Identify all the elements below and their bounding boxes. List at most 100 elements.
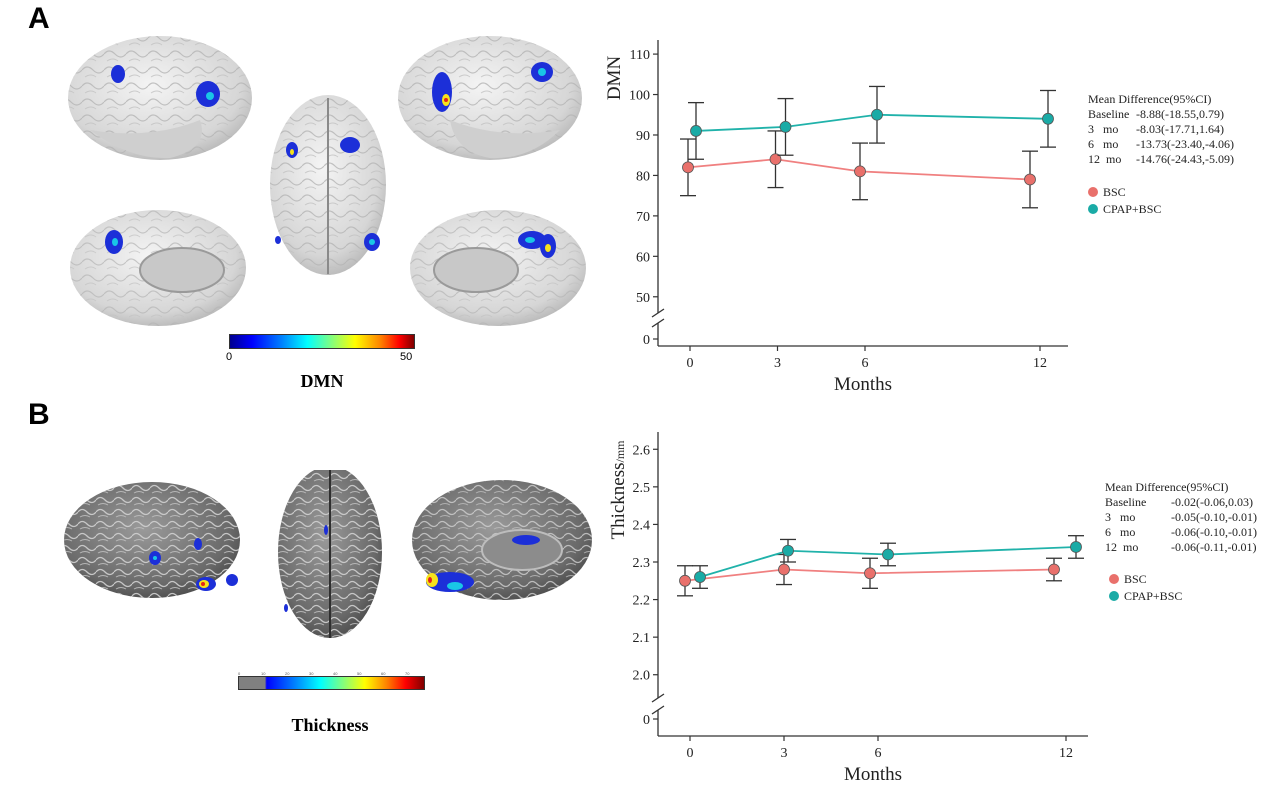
thickness-colorbar-tick-40: 40 bbox=[333, 671, 338, 676]
thickness-chart-annotation-row-label-1: 3 mo bbox=[1105, 510, 1135, 524]
thickness-chart-y-axis-title: Thickness/mm bbox=[608, 440, 629, 540]
dmn-chart-x-axis-title: Months bbox=[834, 374, 892, 395]
thickness-chart-y-tick-label-5: 2.5 bbox=[633, 481, 651, 496]
brain-thickness-lateral bbox=[64, 482, 240, 598]
brain-lateral-right-top bbox=[398, 36, 582, 160]
thickness-chart-x-tick-label-3: 12 bbox=[1059, 746, 1073, 761]
dmn-chart-x-tick-label-0: 0 bbox=[687, 356, 694, 371]
thickness-chart-series-1-point-2 bbox=[882, 548, 894, 561]
thickness-chart-y-tick-label-0: 2.0 bbox=[633, 669, 651, 684]
thickness-chart-series-1-point-1 bbox=[782, 544, 794, 557]
dmn-chart-x-tick-label-1: 3 bbox=[774, 356, 781, 371]
dmn-chart-series-1-point-1 bbox=[779, 120, 792, 133]
thickness-chart-series-0-point-0 bbox=[679, 574, 691, 587]
dmn-chart-y-tick-label-5: 100 bbox=[629, 89, 650, 104]
brain-thickness-dorsal bbox=[278, 470, 382, 638]
brain-lateral-left-top bbox=[68, 36, 252, 160]
thickness-chart-y-tick-label-6: 2.6 bbox=[633, 443, 651, 458]
thickness-chart-x-tick-label-0: 0 bbox=[687, 746, 694, 761]
brain-medial-left-bottom bbox=[70, 210, 246, 326]
dmn-chart-annotation-title: Mean Difference(95%CI) bbox=[1088, 92, 1211, 106]
dmn-chart-series-1-point-3 bbox=[1042, 112, 1054, 125]
dmn-chart-y-axis-title: DMN bbox=[604, 56, 625, 101]
thickness-colorbar-tick-10: 10 bbox=[261, 671, 266, 676]
dmn-chart-y-tick-label-3: 80 bbox=[636, 169, 650, 184]
thickness-colorbar-tick-60: 60 bbox=[381, 671, 386, 676]
dmn-colorbar-min: 0 bbox=[226, 351, 233, 363]
panel-letter-a: A bbox=[28, 2, 50, 35]
dmn-chart-series-1-point-2 bbox=[871, 108, 883, 121]
dmn-chart-legend-marker-0 bbox=[1088, 187, 1098, 197]
dmn-chart-legend-marker-1 bbox=[1088, 204, 1098, 214]
dmn-colorbar-max: 50 bbox=[400, 351, 413, 363]
dmn-chart-y-tick-label-0: 50 bbox=[636, 291, 650, 306]
dmn-chart-series-0-point-0 bbox=[682, 161, 694, 174]
thickness-chart-y-axis-title-main: Thickness bbox=[608, 462, 629, 539]
thickness-chart-legend-marker-1 bbox=[1109, 591, 1119, 601]
thickness-chart-series-1-point-3 bbox=[1070, 541, 1082, 553]
brain-medial-right-bottom bbox=[410, 210, 586, 326]
thickness-chart-y-tick-label-4: 2.4 bbox=[633, 518, 651, 533]
thickness-chart-y-tick-label-3: 2.3 bbox=[633, 556, 651, 571]
thickness-chart-annotation-row-label-0: Baseline bbox=[1105, 495, 1146, 509]
brain-thickness-medial bbox=[412, 480, 592, 600]
thickness-colorbar-tick-20: 20 bbox=[285, 671, 290, 676]
thickness-chart-y-tick-label-1: 2.1 bbox=[633, 631, 651, 646]
dmn-colorbar bbox=[229, 334, 415, 349]
dmn-chart-series-0-line bbox=[687, 158, 1031, 181]
dmn-chart-series-0-point-2 bbox=[854, 165, 866, 178]
panel-letter-b: B bbox=[28, 398, 50, 431]
thickness-chart-annotation-row-value-2: -0.06(-0.10,-0.01) bbox=[1171, 525, 1257, 539]
dmn-chart-y-tick-label-zero: 0 bbox=[643, 333, 650, 348]
dmn-chart-annotation-row-label-1: 3 mo bbox=[1088, 122, 1118, 136]
thickness-chart-x-axis-title: Months bbox=[844, 764, 902, 785]
thickness-brain-renderings bbox=[64, 470, 592, 638]
thickness-chart-series-0-point-1 bbox=[778, 563, 790, 576]
dmn-chart-y-tick-label-2: 70 bbox=[636, 210, 650, 225]
thickness-colorbar bbox=[238, 676, 425, 690]
dmn-chart-legend-label-1: CPAP+BSC bbox=[1103, 202, 1161, 216]
thickness-chart-legend-label-1: CPAP+BSC bbox=[1124, 589, 1182, 603]
thickness-chart-annotation-row-label-2: 6 mo bbox=[1105, 525, 1135, 539]
thickness-chart-x-tick-label-1: 3 bbox=[781, 746, 788, 761]
dmn-chart-x-tick-label-2: 6 bbox=[862, 356, 869, 371]
thickness-chart-annotation-row-value-1: -0.05(-0.10,-0.01) bbox=[1171, 510, 1257, 524]
dmn-chart-annotation-row-value-0: -8.88(-18.55,0.79) bbox=[1136, 107, 1224, 121]
dmn-chart-y-axis-break-mark-2 bbox=[651, 318, 665, 328]
thickness-chart-legend-marker-0 bbox=[1109, 574, 1119, 584]
dmn-chart-legend-label-0: BSC bbox=[1103, 185, 1126, 199]
thickness-chart-annotation-title: Mean Difference(95%CI) bbox=[1105, 480, 1228, 494]
dmn-chart-annotation-row-value-3: -14.76(-24.43,-5.09) bbox=[1136, 152, 1234, 166]
dmn-brain-title: DMN bbox=[300, 371, 344, 391]
thickness-chart-series-1-line bbox=[699, 546, 1077, 578]
brain-dorsal-center bbox=[270, 95, 386, 275]
thickness-chart-y-tick-label-zero: 0 bbox=[643, 713, 650, 728]
dmn-chart-series-0-point-1 bbox=[769, 153, 782, 166]
thickness-chart-annotation-row-value-0: -0.02(-0.06,0.03) bbox=[1171, 495, 1253, 509]
dmn-chart-x-tick-label-3: 12 bbox=[1033, 356, 1047, 371]
dmn-brain-renderings bbox=[68, 36, 586, 326]
thickness-chart-annotation-row-label-3: 12 mo bbox=[1105, 540, 1138, 554]
dmn-chart-series-1-point-0 bbox=[690, 125, 702, 137]
thickness-chart-y-axis-break-mark-1 bbox=[651, 693, 665, 703]
thickness-chart-y-tick-label-2: 2.2 bbox=[633, 594, 651, 609]
thickness-brain-title: Thickness bbox=[291, 715, 369, 735]
thickness-line-chart: 2.0 2.1 2.2 2.3 2.4 2.5 2.6 0 0 3 6 12 Months Thickne… bbox=[608, 432, 1257, 785]
dmn-chart-y-tick-label-6: 110 bbox=[630, 48, 650, 63]
dmn-chart-annotation-row-label-2: 6 mo bbox=[1088, 137, 1118, 151]
thickness-chart-series-0-point-2 bbox=[864, 567, 876, 580]
thickness-chart-series-0-point-3 bbox=[1048, 563, 1060, 576]
thickness-chart-series-0-line bbox=[684, 568, 1055, 582]
thickness-chart-legend-label-0: BSC bbox=[1124, 572, 1147, 586]
dmn-chart-annotation-row-value-1: -8.03(-17.71,1.64) bbox=[1136, 122, 1224, 136]
thickness-chart-series-1-point-0 bbox=[694, 571, 706, 583]
dmn-chart-y-axis-break-mark-1 bbox=[651, 308, 665, 318]
dmn-chart-series-1-line bbox=[695, 113, 1049, 132]
dmn-chart-y-tick-label-4: 90 bbox=[636, 129, 650, 144]
thickness-colorbar-tick-30: 30 bbox=[309, 671, 314, 676]
thickness-colorbar-tick-70: 70 bbox=[405, 671, 410, 676]
thickness-chart-y-axis-break-mark-2 bbox=[651, 705, 665, 715]
thickness-chart-x-tick-label-2: 6 bbox=[875, 746, 882, 761]
thickness-colorbar-tick-50: 50 bbox=[357, 671, 362, 676]
dmn-chart-annotation-row-value-2: -13.73(-23.40,-4.06) bbox=[1136, 137, 1234, 151]
